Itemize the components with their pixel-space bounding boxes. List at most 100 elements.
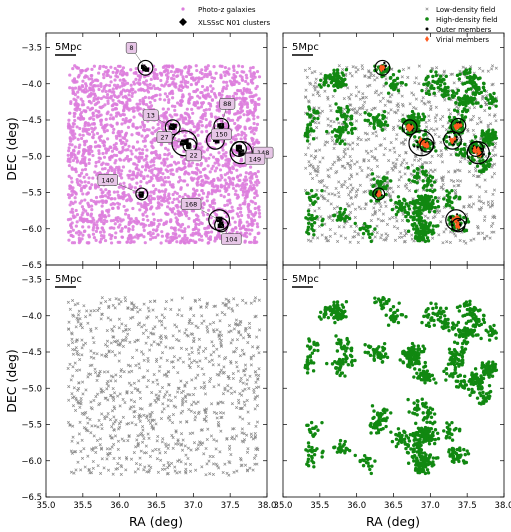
photoz-point [133, 235, 137, 239]
photoz-point [130, 177, 134, 181]
photoz-point [257, 97, 261, 101]
photoz-point [208, 170, 212, 174]
high-density-point [332, 71, 336, 76]
low-density-point [372, 74, 376, 78]
high-density-point [445, 89, 450, 94]
photoz-point [108, 233, 112, 237]
photoz-point [75, 220, 79, 224]
photoz-point [105, 123, 109, 127]
photoz-point [255, 183, 259, 187]
photoz-point [68, 86, 72, 90]
photoz-point [179, 72, 183, 76]
photoz-point [210, 190, 215, 194]
photoz-point [227, 158, 232, 162]
low-density-point [477, 199, 481, 203]
high-density-point [428, 146, 432, 151]
photoz-point [136, 220, 141, 224]
high-density-point [477, 87, 481, 91]
low-density-point [337, 64, 341, 68]
photoz-point [239, 137, 243, 141]
photoz-point [140, 151, 145, 156]
low-density-point [427, 114, 431, 118]
high-density-point [323, 76, 327, 80]
low-density-point [441, 124, 445, 128]
photoz-point [106, 99, 110, 103]
photoz-point [109, 123, 113, 127]
photoz-point [252, 186, 256, 190]
photoz-point [153, 98, 157, 102]
low-density-point [354, 224, 359, 228]
low-density-point [382, 238, 386, 242]
low-density-point [425, 161, 429, 165]
low-density-point [357, 90, 361, 94]
photoz-point [225, 84, 229, 88]
photoz-point [151, 228, 156, 232]
photoz-point [138, 233, 142, 237]
photoz-point [72, 149, 76, 153]
photoz-point [109, 155, 113, 159]
low-density-point [351, 65, 355, 69]
photoz-point [190, 95, 194, 100]
photoz-point [201, 155, 205, 159]
low-density-point [316, 170, 320, 174]
low-density-point [331, 218, 335, 222]
photoz-point [144, 79, 149, 83]
photoz-point [95, 173, 99, 177]
low-density-point [489, 122, 493, 126]
low-density-point [441, 73, 445, 77]
photoz-point [235, 70, 239, 75]
low-density-point [427, 118, 431, 123]
photoz-point [224, 86, 228, 91]
high-density-point [445, 139, 449, 144]
low-density-point [481, 94, 485, 98]
photoz-point [106, 110, 110, 114]
photoz-point [83, 161, 87, 165]
photoz-point [236, 132, 240, 137]
low-density-point [458, 238, 462, 243]
low-density-point [360, 67, 365, 71]
low-density-point [492, 172, 496, 176]
high-density-point [305, 191, 309, 196]
photoz-point [98, 240, 102, 244]
low-density-point [410, 91, 414, 95]
photoz-point [249, 72, 253, 76]
photoz-point [153, 137, 157, 141]
low-density-point [382, 153, 386, 157]
photoz-point [143, 129, 147, 133]
low-density-point [372, 206, 376, 210]
low-density-point [374, 130, 378, 134]
photoz-point [207, 156, 211, 160]
low-density-point [447, 170, 451, 174]
photoz-point [214, 71, 218, 75]
photoz-point [160, 178, 165, 182]
low-density-point [412, 106, 416, 110]
photoz-point [257, 211, 262, 216]
photoz-point [118, 223, 122, 227]
photoz-point [141, 217, 145, 222]
photoz-point [80, 168, 85, 172]
photoz-point [208, 73, 212, 77]
low-density-point [328, 227, 332, 232]
photoz-point [251, 95, 255, 99]
photoz-point [104, 65, 108, 69]
low-density-point [464, 241, 468, 245]
photoz-point [216, 101, 220, 105]
photoz-point [67, 196, 71, 200]
photoz-point [137, 168, 141, 172]
photoz-point [89, 212, 94, 216]
low-density-point [407, 66, 411, 70]
photoz-point [256, 206, 260, 210]
high-density-point [339, 109, 343, 113]
photoz-point [112, 153, 116, 157]
low-density-point [329, 214, 333, 218]
low-density-point [304, 88, 308, 92]
photoz-point [236, 195, 240, 199]
photoz-point [202, 213, 206, 217]
photoz-point [95, 115, 99, 119]
photoz-point [187, 162, 191, 166]
photoz-point [128, 169, 132, 173]
photoz-point [92, 221, 96, 226]
photoz-point [255, 193, 259, 198]
photoz-point [74, 224, 78, 228]
photoz-point [166, 205, 170, 209]
